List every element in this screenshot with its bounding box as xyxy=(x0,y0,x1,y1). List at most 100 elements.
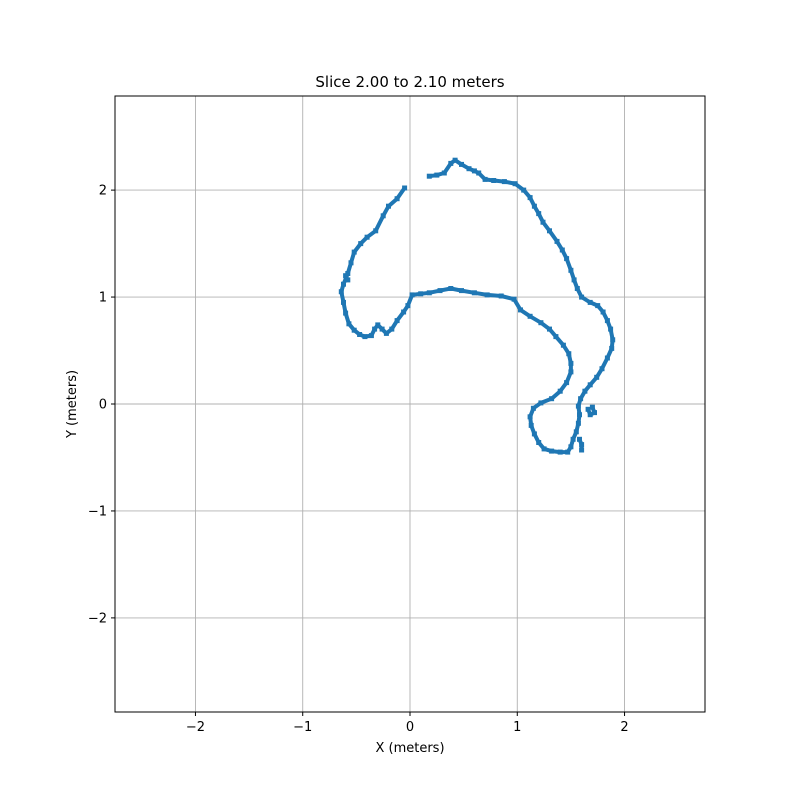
data-point xyxy=(405,303,411,309)
data-point xyxy=(343,310,349,316)
data-point xyxy=(441,170,447,176)
data-point xyxy=(577,412,582,418)
data-point xyxy=(549,448,555,454)
ticks-layer: −2 −1 0 1 2 −2 −1 0 1 2 xyxy=(88,184,629,735)
y-tick-label: −2 xyxy=(88,611,107,626)
x-tick-label: 0 xyxy=(406,720,414,735)
data-point xyxy=(437,288,443,294)
x-tick-label: −1 xyxy=(293,720,312,735)
data-point xyxy=(491,178,497,183)
data-point xyxy=(540,219,546,225)
data-point xyxy=(364,234,370,240)
x-tick-label: −2 xyxy=(186,720,205,735)
data-point xyxy=(536,440,542,445)
series-line-0 xyxy=(339,158,615,455)
data-point xyxy=(592,410,597,416)
data-point xyxy=(512,181,518,187)
data-point xyxy=(373,228,379,234)
data-point xyxy=(609,345,615,351)
data-point xyxy=(595,303,601,309)
data-point xyxy=(368,333,374,339)
data-point xyxy=(577,436,582,442)
data-point xyxy=(554,238,560,244)
data-point xyxy=(604,318,610,324)
data-point xyxy=(402,185,408,191)
data-point xyxy=(527,195,533,201)
data-point xyxy=(566,351,572,357)
data-point xyxy=(549,396,555,402)
data-point xyxy=(484,292,490,298)
data-point xyxy=(557,388,563,394)
data-point xyxy=(527,414,533,420)
chart-title: Slice 2.00 to 2.10 meters xyxy=(315,73,504,91)
data-point xyxy=(394,318,400,324)
data-point xyxy=(568,369,574,375)
data-point xyxy=(587,299,593,305)
data-point xyxy=(564,380,570,386)
data-point xyxy=(575,403,581,409)
data-point xyxy=(346,321,352,327)
data-point xyxy=(358,241,364,247)
data-point xyxy=(409,292,415,298)
data-point xyxy=(383,330,389,336)
data-point xyxy=(341,299,346,305)
data-point xyxy=(531,431,537,437)
data-point xyxy=(604,355,610,361)
data-point xyxy=(568,267,574,273)
data-point xyxy=(348,260,354,266)
data-point xyxy=(476,170,482,176)
data-point xyxy=(538,400,544,406)
data-point xyxy=(341,281,346,287)
data-point xyxy=(501,179,507,185)
data-point xyxy=(610,337,616,343)
data-point xyxy=(379,326,385,332)
data-point xyxy=(600,309,606,315)
data-point xyxy=(594,374,600,380)
grid-layer xyxy=(115,96,705,712)
data-point xyxy=(471,168,477,174)
data-point xyxy=(585,406,591,412)
data-point xyxy=(527,313,533,319)
data-point xyxy=(389,326,395,332)
x-tick-label: 2 xyxy=(620,720,628,735)
data-point xyxy=(426,173,432,179)
data-point xyxy=(530,405,536,411)
data-point xyxy=(541,446,547,452)
data-point xyxy=(394,196,400,202)
data-point xyxy=(547,326,552,332)
data-point xyxy=(386,203,391,209)
data-point xyxy=(351,249,357,255)
data-point xyxy=(579,442,585,448)
data-point xyxy=(575,420,581,426)
data-point xyxy=(547,228,552,234)
data-point xyxy=(482,176,488,182)
data-point xyxy=(571,277,577,283)
data-point xyxy=(362,334,368,340)
data-point xyxy=(553,334,559,340)
data-point xyxy=(589,404,595,410)
data-point xyxy=(587,412,593,418)
data-point xyxy=(338,289,344,295)
data-point xyxy=(557,449,563,455)
data-point xyxy=(564,256,570,262)
data-point xyxy=(568,444,574,450)
data-point xyxy=(448,286,454,291)
data-point xyxy=(357,332,363,337)
data-point xyxy=(448,160,454,166)
data-point xyxy=(579,294,585,300)
data-point xyxy=(401,309,407,315)
data-point xyxy=(565,449,571,455)
data-point xyxy=(538,320,544,326)
data-point xyxy=(343,273,349,279)
data-point xyxy=(452,157,458,163)
data-point xyxy=(518,307,523,313)
data-point xyxy=(345,277,351,283)
data-point xyxy=(372,326,378,332)
data-point xyxy=(559,247,565,253)
y-axis-label: Y (meters) xyxy=(65,370,80,439)
data-point xyxy=(351,327,357,333)
data-point xyxy=(471,290,477,296)
data-point xyxy=(608,326,614,332)
data-point xyxy=(599,366,605,372)
